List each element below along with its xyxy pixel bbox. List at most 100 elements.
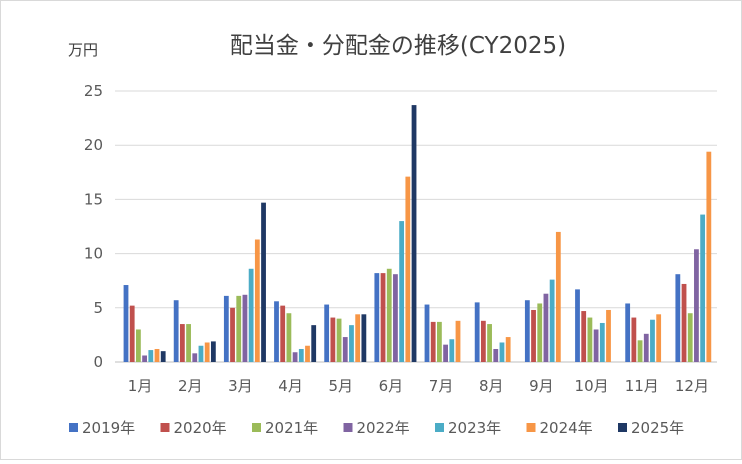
legend-swatch <box>435 423 444 432</box>
bar-2021年-10月 <box>587 317 593 362</box>
bar-2023年-1月 <box>148 350 154 362</box>
bar-2021年-8月 <box>487 324 492 362</box>
bar-2020年-12月 <box>681 283 687 362</box>
bar-2024年-12月 <box>706 151 712 362</box>
bar-2022年-12月 <box>694 249 699 362</box>
bar-2024年-5月 <box>355 314 361 362</box>
legend-swatch <box>526 423 536 432</box>
bar-2019年-1月 <box>123 285 129 362</box>
legend-label: 2025年 <box>631 419 684 437</box>
bar-2023年-11月 <box>650 319 655 362</box>
bar-2019年-4月 <box>274 301 279 362</box>
x-axis-ticks: 1月 2月 3月 4月 5月 6月 7月 8月 9月 10月 11月 12月 <box>128 377 709 395</box>
bar-2025年-4月 <box>311 325 317 362</box>
legend-label: 2021年 <box>265 419 318 437</box>
legend-swatch <box>69 423 78 432</box>
x-tick-label: 6月 <box>379 377 404 395</box>
y-unit-label: 万円 <box>68 41 98 59</box>
bar-2021年-4月 <box>286 313 292 362</box>
legend-label: 2022年 <box>357 419 410 437</box>
legend-label: 2024年 <box>540 419 593 437</box>
legend-swatch <box>252 423 261 432</box>
bar-2020年-11月 <box>631 317 637 362</box>
x-tick-label: 4月 <box>278 377 303 395</box>
bar-2022年-1月 <box>142 355 147 362</box>
legend-swatch <box>618 423 627 432</box>
bar-2020年-5月 <box>330 317 336 362</box>
y-tick-label: 0 <box>93 353 103 371</box>
bar-2023年-12月 <box>700 214 706 362</box>
bar-2022年-3月 <box>242 294 248 362</box>
bar-2023年-8月 <box>499 342 505 362</box>
y-tick-label: 15 <box>84 190 103 208</box>
bar-2019年-8月 <box>474 302 480 362</box>
bar-2022年-9月 <box>543 293 549 362</box>
y-tick-label: 10 <box>84 245 103 263</box>
legend-swatch <box>160 423 170 432</box>
bar-2024年-8月 <box>505 337 511 362</box>
x-tick-label: 2月 <box>178 377 203 395</box>
bar-2022年-11月 <box>643 333 649 362</box>
bar-2022年-6月 <box>393 274 398 362</box>
legend-label: 2019年 <box>82 419 135 437</box>
bar-2023年-3月 <box>248 268 254 362</box>
bar-2024年-9月 <box>555 231 561 362</box>
bar-2025年-6月 <box>411 105 417 362</box>
bar-2025年-2月 <box>210 341 216 362</box>
y-tick-label: 25 <box>84 82 103 100</box>
legend: 2019年 2020年 2021年 2022年 2023年 2024年 2025年 <box>69 419 684 437</box>
bar-2022年-2月 <box>192 353 198 362</box>
bar-2021年-1月 <box>136 329 141 362</box>
bar-2024年-4月 <box>305 345 310 362</box>
bar-2020年-9月 <box>531 309 536 362</box>
y-axis-ticks: 0 5 10 15 20 25 <box>84 82 103 371</box>
legend-swatch <box>343 423 353 432</box>
bar-2019年-6月 <box>374 273 380 362</box>
bar-2023年-9月 <box>549 279 555 362</box>
bar-2024年-6月 <box>405 176 411 362</box>
bar-2024年-7月 <box>455 320 461 362</box>
bar-2021年-11月 <box>637 340 643 362</box>
bars-group <box>123 105 712 362</box>
bar-2022年-5月 <box>342 337 348 362</box>
bar-2023年-4月 <box>298 348 304 362</box>
bar-2019年-3月 <box>223 295 229 362</box>
bar-2020年-10月 <box>581 311 587 362</box>
bar-2023年-10月 <box>599 322 605 362</box>
bar-2020年-1月 <box>129 305 135 362</box>
bar-2020年-3月 <box>230 307 235 362</box>
bar-2021年-5月 <box>336 318 342 362</box>
bar-2022年-10月 <box>593 329 599 362</box>
bar-2025年-1月 <box>160 351 166 362</box>
bar-2024年-10月 <box>606 309 611 362</box>
bar-2021年-9月 <box>537 303 543 362</box>
bar-2024年-11月 <box>656 314 662 362</box>
bar-2019年-11月 <box>625 303 631 362</box>
bar-2021年-3月 <box>236 295 242 362</box>
bar-2021年-6月 <box>386 268 392 362</box>
x-tick-label: 9月 <box>529 377 554 395</box>
bar-2020年-8月 <box>480 320 486 362</box>
bar-2021年-2月 <box>186 324 191 362</box>
bar-2019年-12月 <box>675 274 681 362</box>
bar-2025年-3月 <box>261 202 266 362</box>
x-tick-label: 8月 <box>479 377 504 395</box>
legend-label: 2020年 <box>174 419 227 437</box>
bar-2023年-5月 <box>349 325 354 362</box>
bar-2021年-12月 <box>687 313 693 362</box>
bar-2020年-4月 <box>280 305 286 362</box>
chart-title: 配当金・分配金の推移(CY2025) <box>230 33 566 59</box>
y-tick-label: 20 <box>84 136 103 154</box>
bar-2020年-2月 <box>179 324 185 362</box>
bar-2021年-7月 <box>437 321 442 362</box>
y-tick-label: 5 <box>93 299 103 317</box>
bar-2024年-3月 <box>254 239 260 362</box>
bar-2019年-2月 <box>173 300 179 362</box>
x-tick-label: 5月 <box>328 377 353 395</box>
x-tick-label: 12月 <box>675 377 709 395</box>
bar-2019年-10月 <box>575 289 580 362</box>
x-tick-label: 11月 <box>625 377 659 395</box>
bar-2019年-9月 <box>524 300 530 362</box>
bar-2019年-5月 <box>324 304 330 362</box>
